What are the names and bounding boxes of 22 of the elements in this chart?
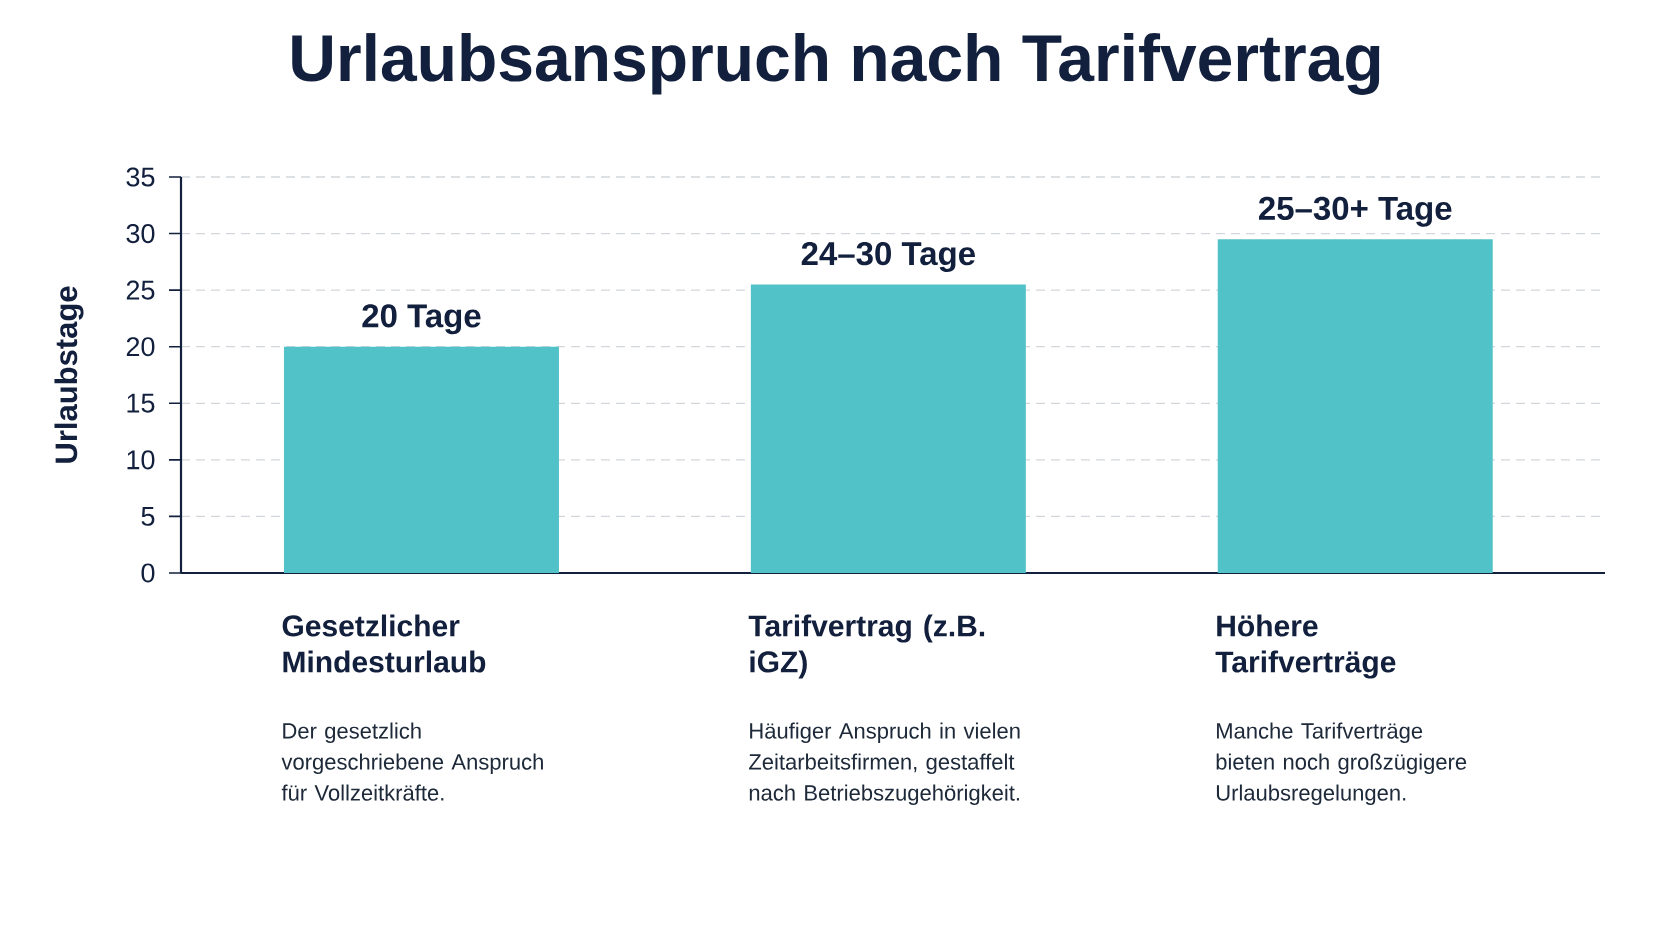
y-tick-label: 10	[127, 450, 155, 470]
bar	[1217, 239, 1493, 573]
x-tick-label: Höhere Tarifverträge	[1215, 614, 1396, 679]
y-tick-label: 20	[126, 337, 155, 357]
y-axis-title: Urlaubstage	[54, 286, 84, 463]
bar	[750, 284, 1026, 573]
data-label: 25–30+ Tage	[1258, 196, 1452, 227]
x-tick-label: Tarifvertrag (z.B. iGZ)	[748, 614, 985, 679]
y-tick-label: 5	[141, 506, 155, 526]
y-tick-label: 15	[127, 393, 155, 413]
chart-title: Urlaubsanspruch nach Tarifvertrag	[292, 33, 1380, 95]
y-tick-label: 30	[126, 224, 155, 244]
bar	[283, 346, 559, 573]
data-label: 20 Tage	[362, 304, 481, 335]
text: Manche Tarifverträge bieten noch großzügigere Urlaubsregelungen.	[1216, 722, 1467, 806]
text: Häufiger Anspruch in vielen Zeitarbeitsfirmen, gestaffelt nach Betriebszugehörigkeit.	[749, 722, 1020, 806]
data-label: 24–30 Tage	[801, 241, 975, 272]
x-tick-label: Gesetzlicher Mindesturlaub	[282, 614, 486, 673]
y-tick-label: 25	[126, 280, 155, 300]
text: Der gesetzlich vorgeschriebene Anspruch für Vollzeitkräfte.	[281, 722, 543, 801]
y-tick-label: 0	[141, 563, 155, 583]
y-tick-label: 35	[126, 167, 155, 187]
